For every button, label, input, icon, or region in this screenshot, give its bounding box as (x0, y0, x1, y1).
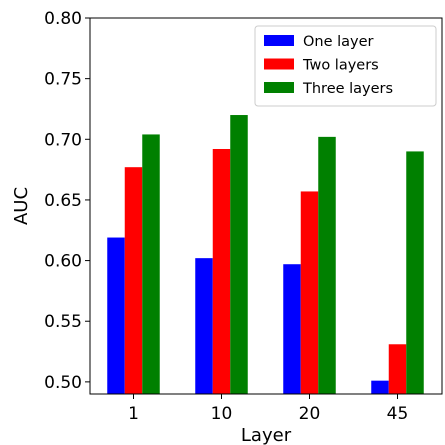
bar-three-layers-1 (142, 134, 160, 394)
legend-label-two-layers: Two layers (302, 58, 379, 74)
x-axis: 1 10 20 45 (128, 394, 408, 424)
bar-one-layer-20 (283, 264, 301, 394)
legend-swatch-three-layers (264, 82, 294, 93)
bar-two-layers-45 (388, 344, 407, 394)
legend-frame (254, 25, 437, 107)
bar-three-layers-20 (318, 136, 336, 395)
y-axis: 0.50 0.55 0.60 0.65 0.70 0.75 0.80 (44, 9, 90, 393)
bar-one-layer-1 (107, 237, 125, 394)
y-axis-label: AUC (11, 187, 32, 225)
legend: One layer Two layers Three layers (254, 25, 437, 107)
bar-two-layers-1 (124, 167, 143, 394)
x-tick-label: 10 (211, 404, 233, 424)
x-tick-label: 20 (299, 404, 321, 424)
y-tick-label: 0.65 (44, 191, 82, 211)
legend-label-three-layers: Three layers (302, 81, 393, 97)
legend-label-one-layer: One layer (303, 34, 374, 50)
bar-three-layers-45 (406, 151, 424, 394)
bar-two-layers-10 (212, 148, 231, 394)
bar-one-layer-45 (371, 380, 389, 394)
y-tick-label: 0.70 (44, 130, 82, 150)
x-tick-label: 45 (387, 404, 409, 424)
y-tick-label: 0.60 (44, 252, 82, 272)
y-tick-label: 0.50 (44, 373, 82, 393)
bar-one-layer-10 (195, 258, 213, 394)
legend-swatch-two-layers (264, 58, 294, 70)
y-tick-label: 0.80 (44, 9, 82, 29)
plot-frame (89, 17, 443, 395)
bars-group (107, 115, 424, 395)
x-axis-label: Layer (241, 425, 292, 445)
bar-two-layers-20 (300, 191, 319, 394)
x-tick-label: 1 (128, 404, 139, 424)
y-tick-label: 0.75 (44, 70, 82, 90)
legend-swatch-one-layer (264, 35, 294, 46)
y-tick-label: 0.55 (44, 312, 82, 332)
bar-three-layers-10 (230, 115, 248, 394)
